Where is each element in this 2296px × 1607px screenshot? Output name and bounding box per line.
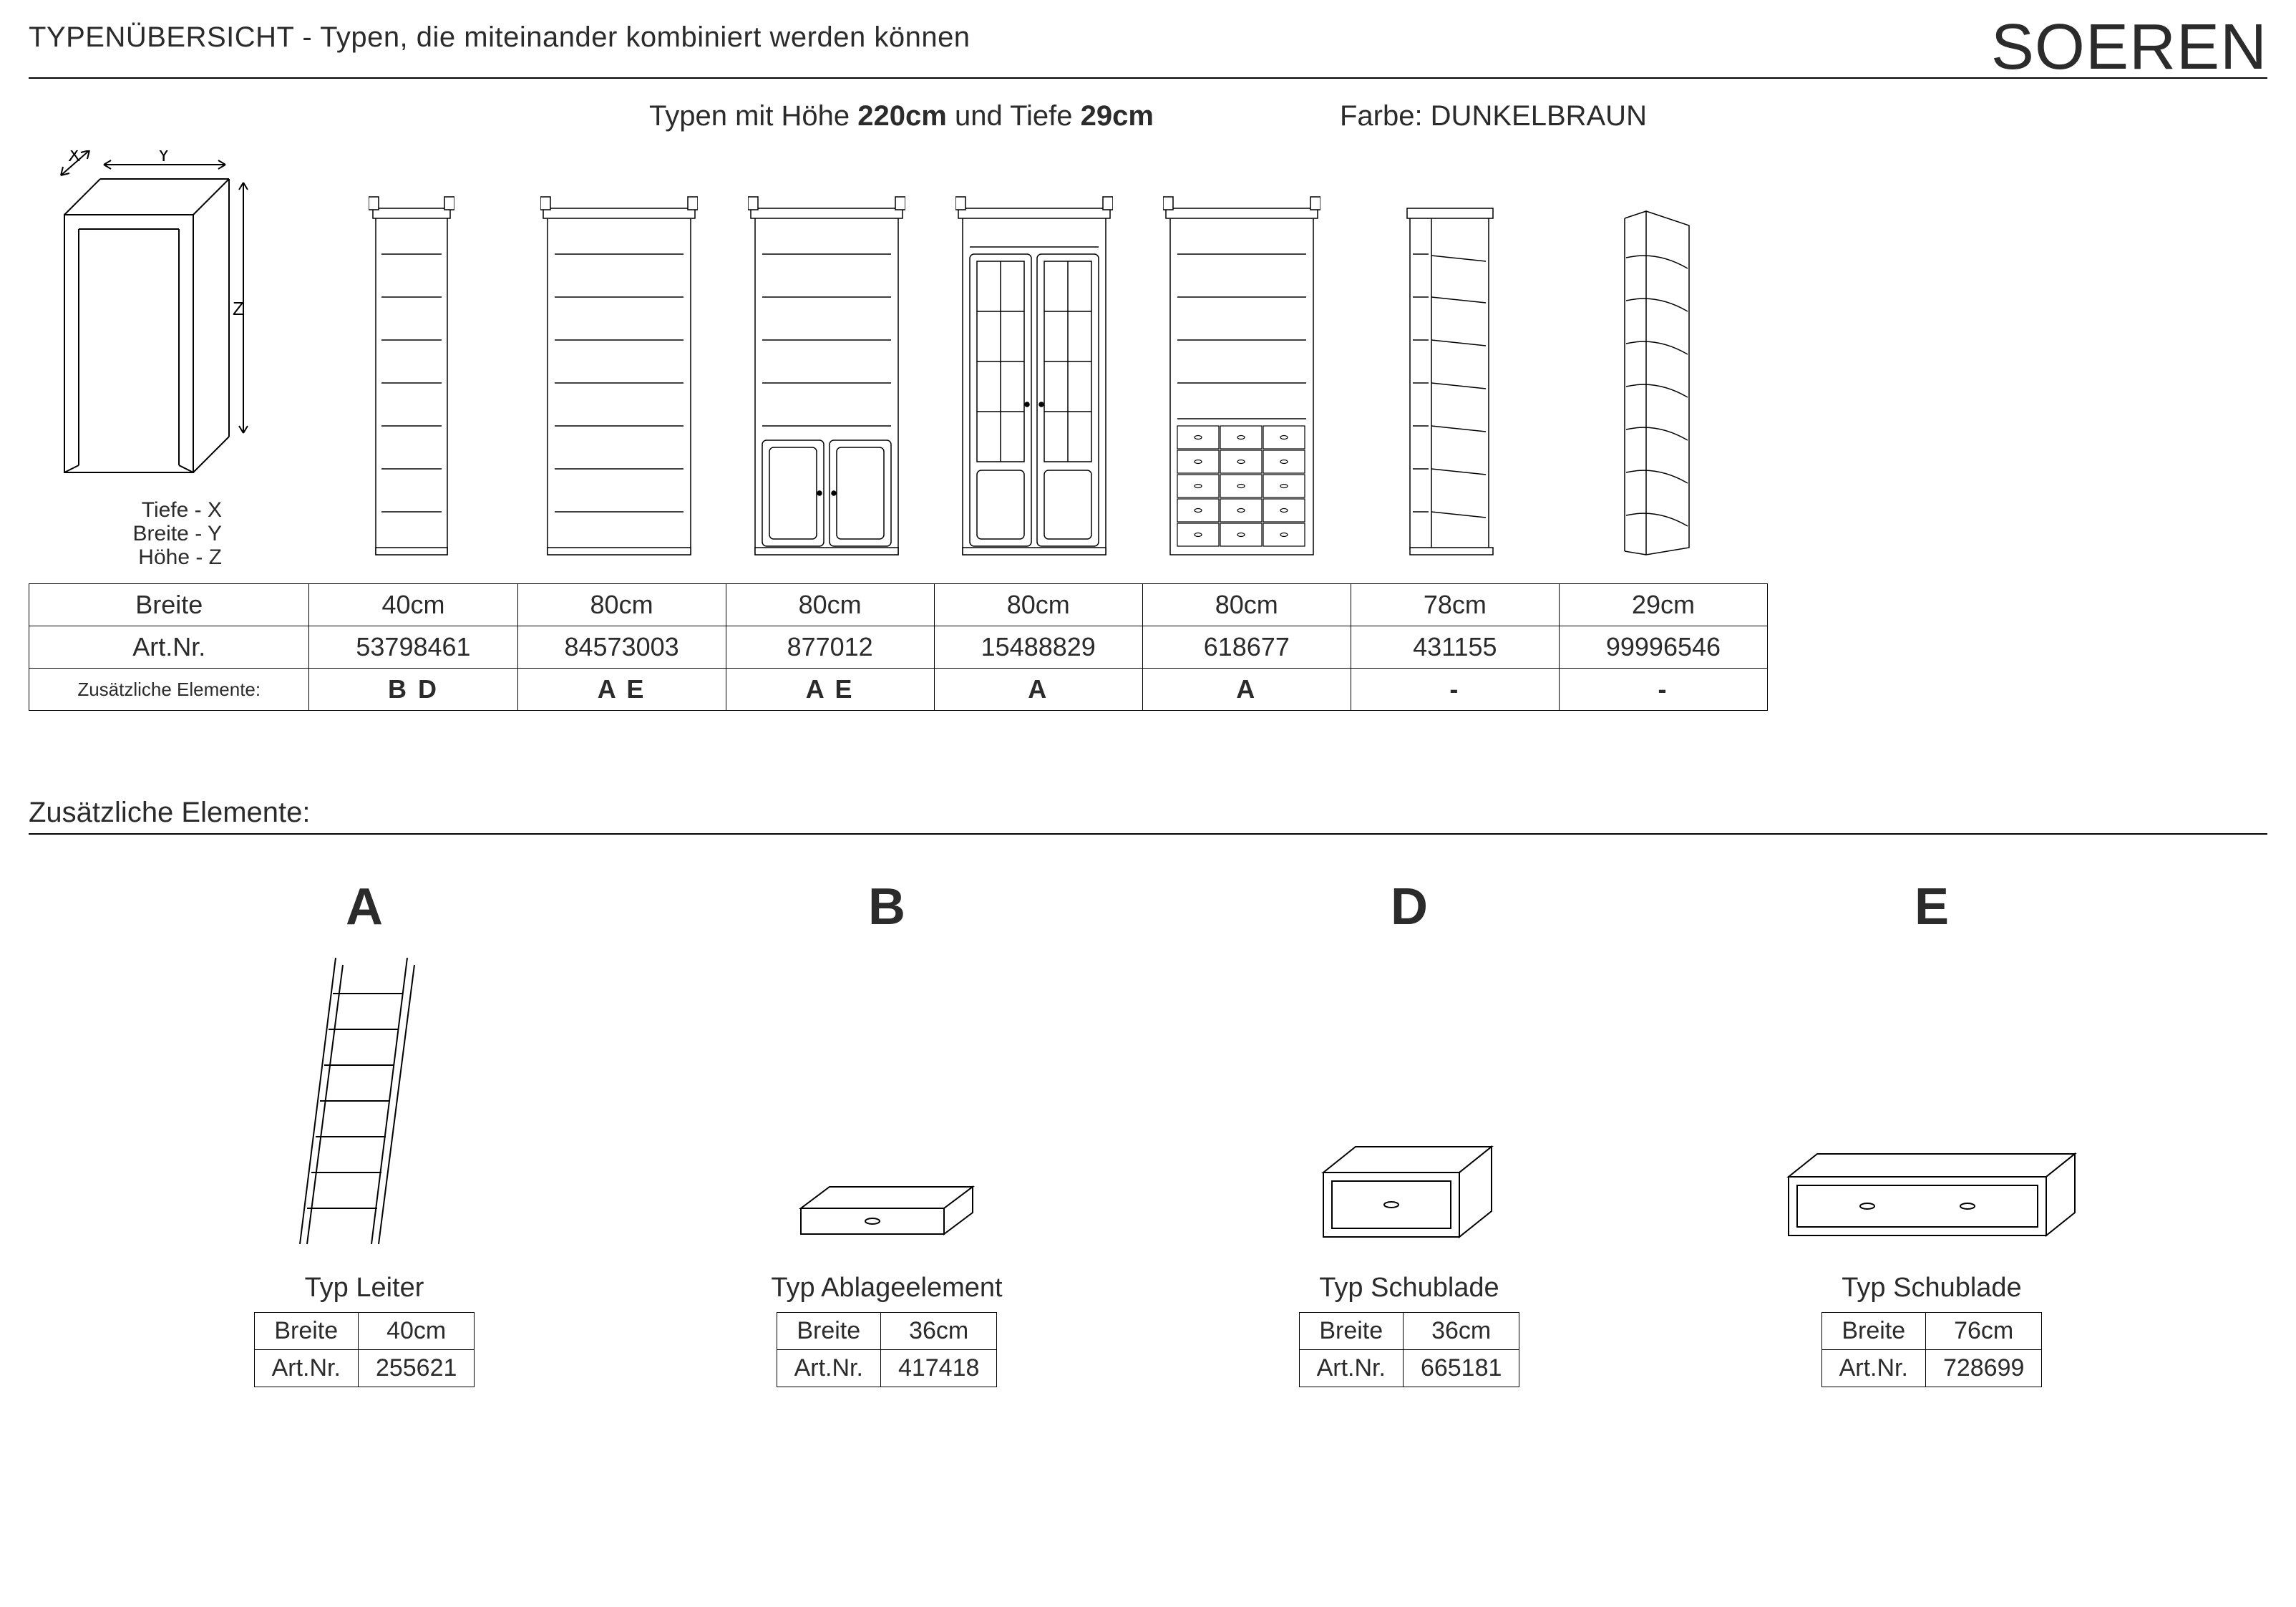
accessories-grid: A bbox=[29, 878, 2267, 1387]
c5-art: 618677 bbox=[1142, 626, 1351, 669]
acc-d-letter: D bbox=[1391, 878, 1428, 936]
label-artnr: Art.Nr. bbox=[29, 626, 309, 669]
c7-breite: 29cm bbox=[1559, 584, 1767, 626]
cabinets-row: X Y Z Tiefe - X Breite - Y Höhe - Z bbox=[29, 147, 2267, 576]
c2-extra: A E bbox=[517, 669, 726, 711]
acc-b-art: 417418 bbox=[880, 1350, 996, 1387]
acc-b-breite: 36cm bbox=[880, 1313, 996, 1350]
cabinet-1 bbox=[308, 147, 515, 576]
acc-b-letter: B bbox=[868, 878, 905, 936]
c2-breite: 80cm bbox=[517, 584, 726, 626]
brand-logo: SOEREN bbox=[1991, 21, 2267, 73]
label-extra: Zusätzliche Elemente: bbox=[29, 669, 309, 711]
c6-extra: - bbox=[1351, 669, 1559, 711]
accessory-d: D Typ Schublade Breite36cm Art.Nr.665181 bbox=[1209, 878, 1610, 1387]
types-mid: und Tiefe bbox=[947, 100, 1081, 132]
legend-3d-icon: X Y Z bbox=[36, 150, 250, 494]
c1-art: 53798461 bbox=[309, 626, 517, 669]
cabinet-3 bbox=[723, 147, 930, 576]
accessory-a: A bbox=[164, 878, 565, 1387]
accessory-e: E Typ Schublade Breite76cm Art.Nr.72869 bbox=[1731, 878, 2132, 1387]
section-accessories-label: Zusätzliche Elemente: bbox=[29, 797, 2267, 835]
c3-breite: 80cm bbox=[726, 584, 934, 626]
cabinet-4 bbox=[930, 147, 1138, 576]
acc-d-art-label: Art.Nr. bbox=[1299, 1350, 1403, 1387]
cabinet-2 bbox=[515, 147, 723, 576]
c3-extra: A E bbox=[726, 669, 934, 711]
c1-extra: B D bbox=[309, 669, 517, 711]
c5-breite: 80cm bbox=[1142, 584, 1351, 626]
acc-e-art-label: Art.Nr. bbox=[1821, 1350, 1925, 1387]
page-title: TYPENÜBERSICHT - Typen, die miteinander … bbox=[29, 21, 971, 54]
header: TYPENÜBERSICHT - Typen, die miteinander … bbox=[29, 21, 2267, 79]
acc-e-type: Typ Schublade bbox=[1842, 1273, 2021, 1303]
c1-breite: 40cm bbox=[309, 584, 517, 626]
c2-art: 84573003 bbox=[517, 626, 726, 669]
acc-a-type: Typ Leiter bbox=[305, 1273, 424, 1303]
acc-b-type: Typ Ablageelement bbox=[771, 1273, 1002, 1303]
acc-b-breite-label: Breite bbox=[777, 1313, 880, 1350]
types-prefix: Typen mit Höhe bbox=[649, 100, 857, 132]
cabinet-6 bbox=[1346, 147, 1553, 576]
acc-a-breite: 40cm bbox=[358, 1313, 474, 1350]
legend-hoehe: Höhe - Z bbox=[36, 545, 222, 569]
acc-e-breite-label: Breite bbox=[1821, 1313, 1925, 1350]
c4-art: 15488829 bbox=[934, 626, 1142, 669]
acc-a-breite-label: Breite bbox=[254, 1313, 358, 1350]
legend-breite: Breite - Y bbox=[36, 522, 222, 545]
row-artnr: Art.Nr. 53798461 84573003 877012 1548882… bbox=[29, 626, 1768, 669]
main-table: Breite 40cm 80cm 80cm 80cm 80cm 78cm 29c… bbox=[29, 583, 1768, 711]
acc-d-art: 665181 bbox=[1403, 1350, 1519, 1387]
acc-b-table: Breite36cm Art.Nr.417418 bbox=[777, 1312, 998, 1387]
color-label: Farbe: DUNKELBRAUN bbox=[1340, 100, 1647, 132]
label-breite: Breite bbox=[29, 584, 309, 626]
cabinet-7 bbox=[1553, 147, 1761, 576]
c3-art: 877012 bbox=[726, 626, 934, 669]
depth-value: 29cm bbox=[1081, 100, 1154, 132]
acc-a-art: 255621 bbox=[358, 1350, 474, 1387]
legend-cell: X Y Z Tiefe - X Breite - Y Höhe - Z bbox=[29, 147, 308, 576]
acc-d-type: Typ Schublade bbox=[1319, 1273, 1499, 1303]
c7-art: 99996546 bbox=[1559, 626, 1767, 669]
acc-d-breite-label: Breite bbox=[1299, 1313, 1403, 1350]
types-dimensions: Typen mit Höhe 220cm und Tiefe 29cm bbox=[649, 100, 1154, 132]
acc-a-table: Breite40cm Art.Nr.255621 bbox=[254, 1312, 475, 1387]
acc-e-table: Breite76cm Art.Nr.728699 bbox=[1821, 1312, 2043, 1387]
drawer-wide-icon bbox=[1774, 951, 2089, 1251]
acc-d-table: Breite36cm Art.Nr.665181 bbox=[1299, 1312, 1520, 1387]
row-breite: Breite 40cm 80cm 80cm 80cm 80cm 78cm 29c… bbox=[29, 584, 1768, 626]
accessory-b: B Typ Ablageelement Breite36cm Art.Nr.41… bbox=[686, 878, 1087, 1387]
svg-text:X: X bbox=[68, 150, 80, 165]
c6-art: 431155 bbox=[1351, 626, 1559, 669]
acc-e-art: 728699 bbox=[1925, 1350, 2041, 1387]
acc-b-art-label: Art.Nr. bbox=[777, 1350, 880, 1387]
cabinet-5 bbox=[1138, 147, 1346, 576]
acc-e-letter: E bbox=[1915, 878, 1949, 936]
c6-breite: 78cm bbox=[1351, 584, 1559, 626]
legend-tiefe: Tiefe - X bbox=[36, 498, 222, 522]
row-extra: Zusätzliche Elemente: B D A E A E A A - … bbox=[29, 669, 1768, 711]
drawer-small-icon bbox=[1309, 951, 1509, 1251]
acc-a-art-label: Art.Nr. bbox=[254, 1350, 358, 1387]
c4-extra: A bbox=[934, 669, 1142, 711]
c5-extra: A bbox=[1142, 669, 1351, 711]
svg-text:Z: Z bbox=[233, 298, 244, 319]
c4-breite: 80cm bbox=[934, 584, 1142, 626]
subtitle-row: Typen mit Höhe 220cm und Tiefe 29cm Farb… bbox=[29, 100, 2267, 132]
height-value: 220cm bbox=[857, 100, 947, 132]
ladder-icon bbox=[293, 951, 436, 1251]
acc-e-breite: 76cm bbox=[1925, 1313, 2041, 1350]
svg-text:Y: Y bbox=[157, 150, 170, 165]
legend-dim-labels: Tiefe - X Breite - Y Höhe - Z bbox=[36, 498, 222, 569]
acc-d-breite: 36cm bbox=[1403, 1313, 1519, 1350]
acc-a-letter: A bbox=[346, 878, 383, 936]
c7-extra: - bbox=[1559, 669, 1767, 711]
tray-icon bbox=[787, 951, 987, 1251]
